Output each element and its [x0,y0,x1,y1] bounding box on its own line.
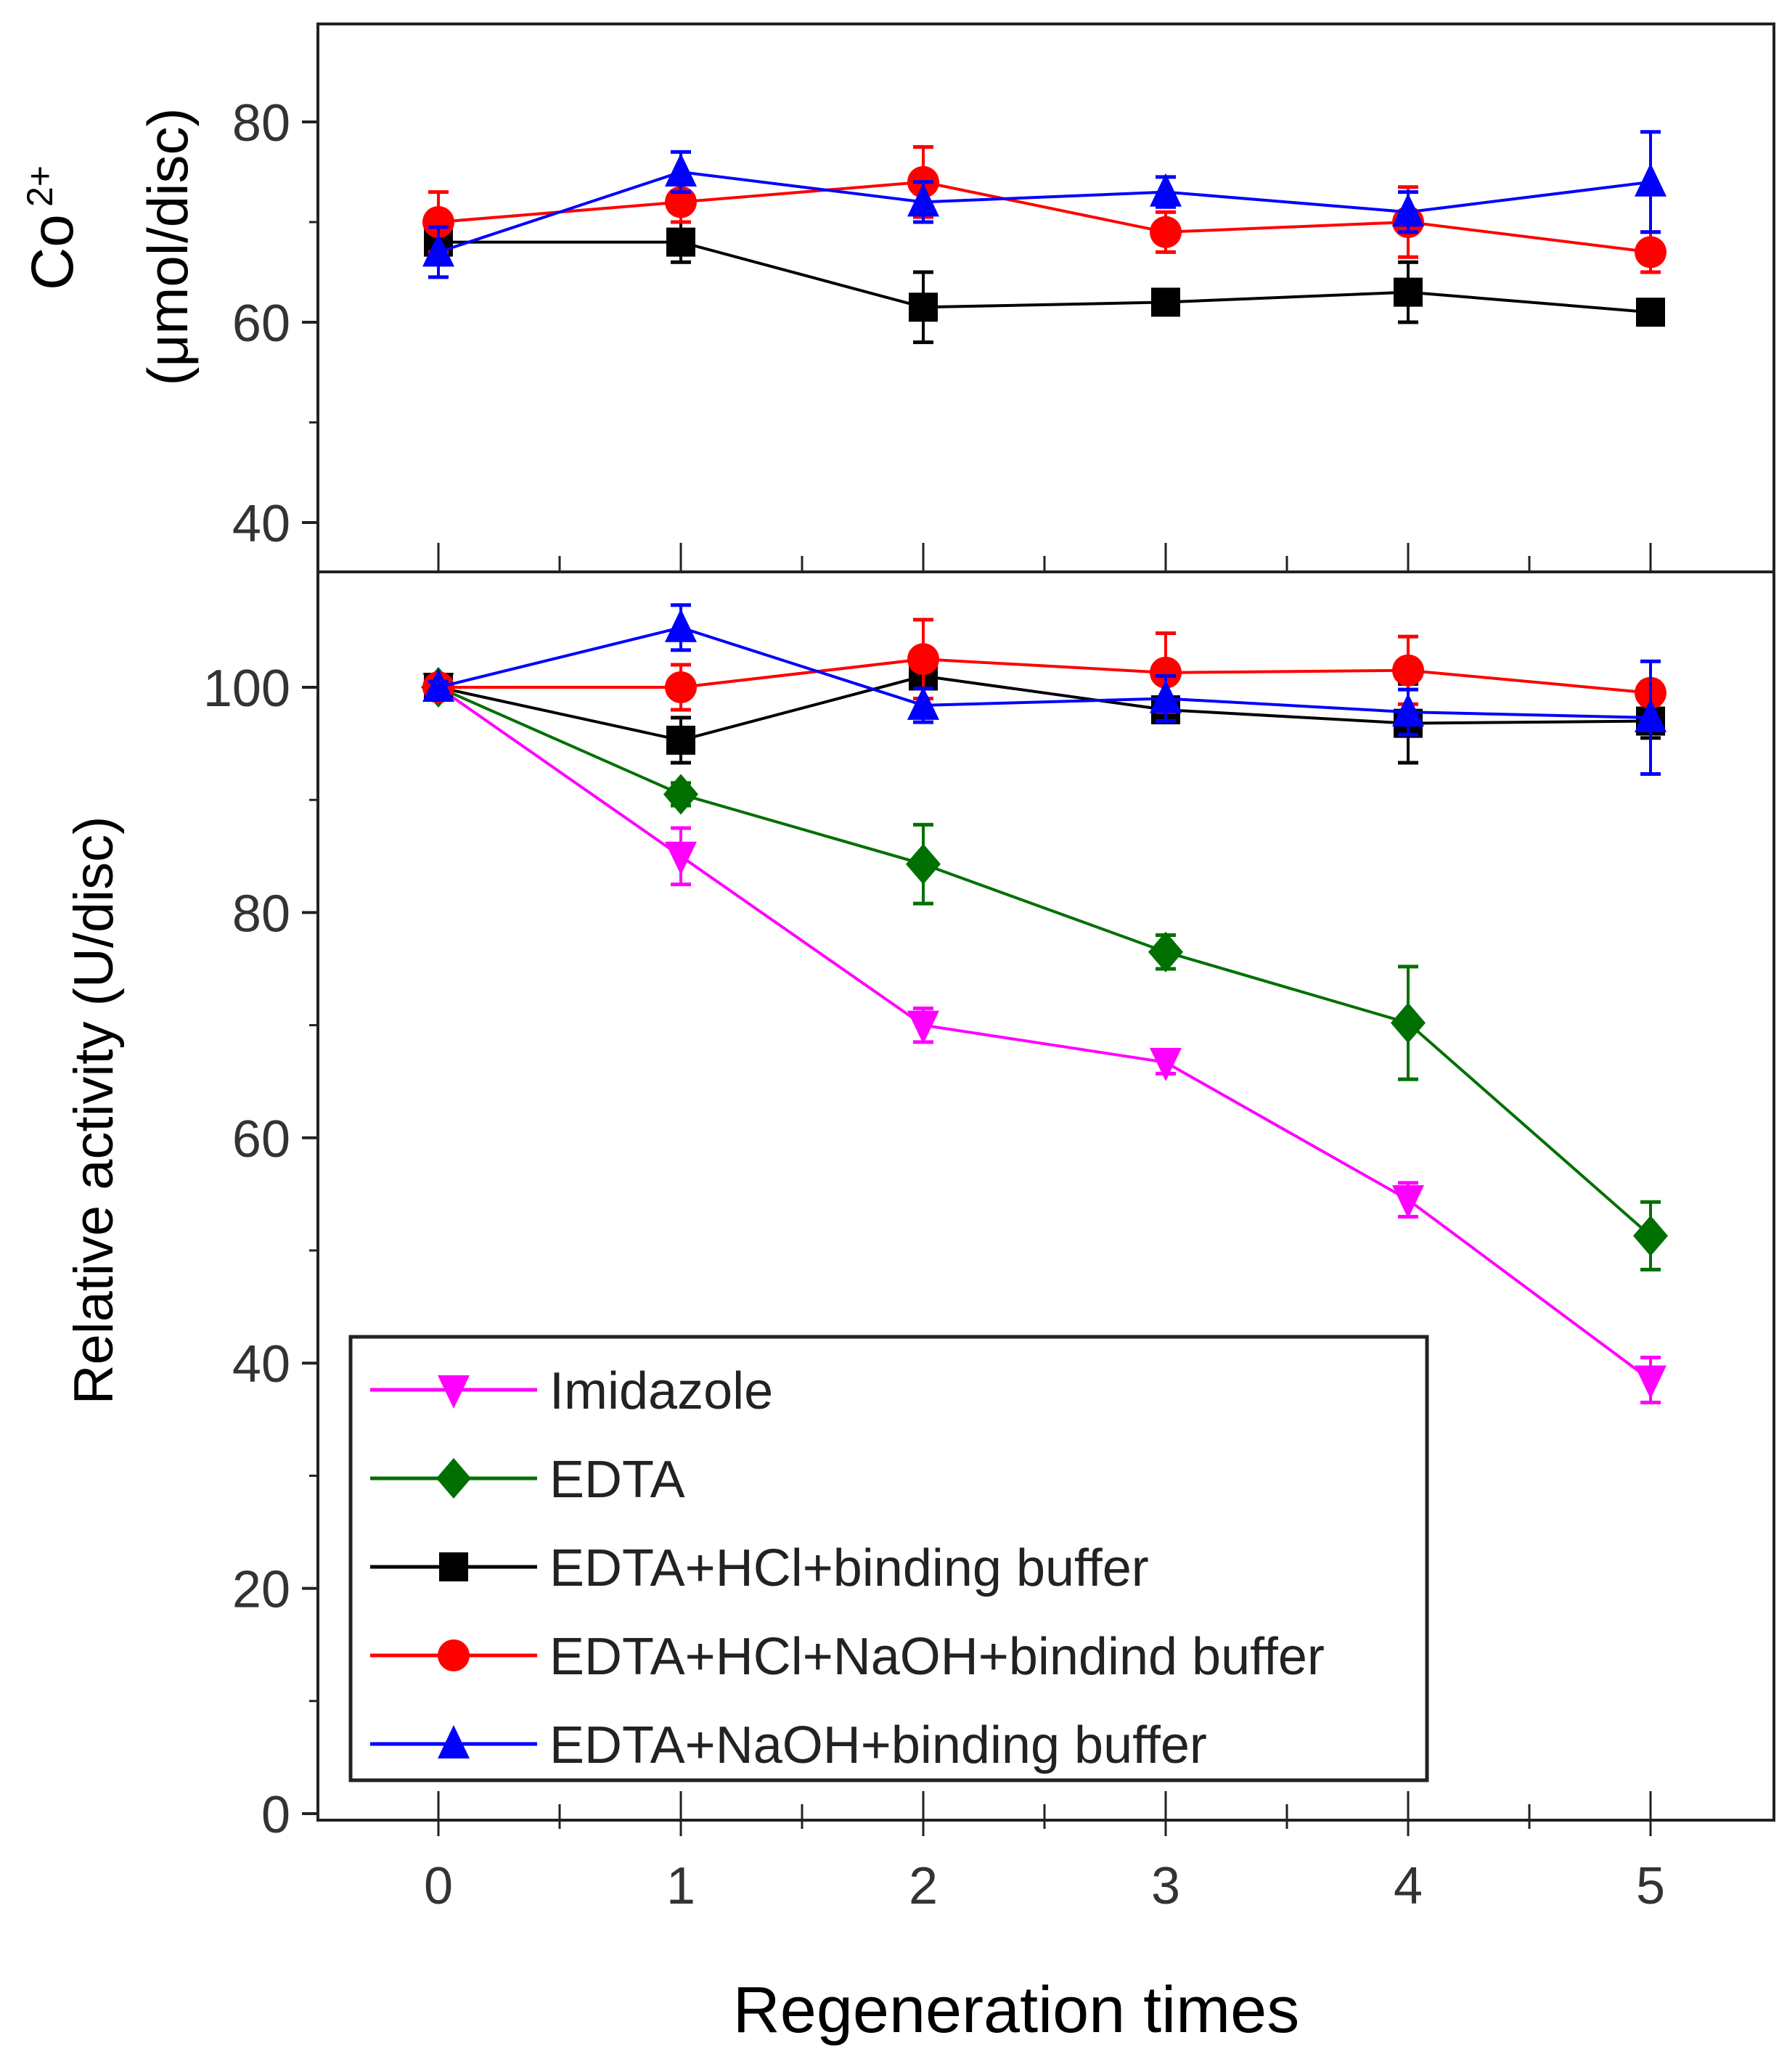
data-point [909,292,938,322]
legend-box [348,1335,1429,1782]
data-point [907,1010,939,1044]
series-line [437,686,1652,1382]
top-panel: 40 60 80 [232,22,1775,573]
series-edta-naoh-binding-buffer [422,603,1667,777]
y-tick-label: 80 [232,885,290,943]
series-line [438,686,1652,1237]
legend-item: Imidazole [370,1362,773,1420]
data-point [422,668,454,702]
y-tick-label: 40 [232,495,290,553]
y-tick-label: 60 [232,1110,290,1168]
data-point [1150,216,1182,248]
data-point [1151,287,1180,317]
y-tick-label: 60 [232,295,290,353]
legend-label: EDTA [549,1451,685,1509]
x-tick-label: 0 [424,1857,453,1915]
data-point [1391,1002,1426,1044]
data-point [1636,298,1665,327]
x-tick-label: 4 [1394,1857,1423,1915]
legend-label: EDTA+HCl+binding buffer [549,1539,1149,1597]
data-point [422,206,454,238]
data-point [907,686,939,720]
series-edta-naoh-binding-buffer [422,130,1667,279]
series-edta [421,667,1668,1272]
data-point [907,183,939,217]
x-tick-label: 2 [909,1857,938,1915]
data-point [1633,1215,1668,1256]
data-point [665,153,697,187]
x-tick-label: 1 [666,1857,695,1915]
plot-frame [316,570,1775,1822]
data-point [663,774,698,815]
data-point [1392,1185,1424,1219]
data-point [665,841,697,875]
data-point [666,227,695,257]
legend-label: Imidazole [549,1362,773,1420]
top-ylabel-co: Co [20,214,86,290]
x-tick-label: 3 [1151,1857,1180,1915]
legend-item: EDTA+NaOH+binding buffer [370,1716,1207,1774]
legend-marker [438,1375,470,1409]
legend-item: EDTA+HCl+binding buffer [370,1539,1149,1597]
x-tick-label: 5 [1636,1857,1665,1915]
legend-item: EDTA+HCl+NaOH+bindind buffer [370,1628,1325,1686]
data-point [1150,1047,1182,1081]
series-line [438,658,1651,695]
data-point [1150,679,1182,713]
data-point [422,233,454,267]
series-edta-hcl-naoh-bindind-buffer [422,618,1667,714]
y-tick-label: 100 [203,660,290,718]
plot-frame [316,22,1775,573]
series-edta-hcl-binding-buffer [424,220,1665,345]
data-point [1392,654,1424,687]
data-point [665,186,697,218]
legend-marker [436,1458,471,1499]
y-tick-label: 40 [232,1335,290,1393]
data-point [1392,693,1424,727]
data-point [1635,236,1667,269]
data-point [1635,1365,1667,1399]
legend-label: EDTA+NaOH+binding buffer [549,1716,1207,1774]
data-point [665,608,697,642]
series-line [438,240,1651,314]
data-point [1394,277,1423,307]
legend-item: EDTA [370,1451,685,1509]
data-point [1150,656,1182,689]
legend-marker [439,1552,468,1581]
bottom-panel: 0 20 40 60 80 100 0 1 2 3 4 5 Imidazole EDTA EDTA+HCl+… [203,570,1775,1915]
series-imidazole [422,673,1667,1405]
data-point [1148,931,1183,972]
series-line [438,626,1651,719]
data-point [666,725,695,755]
series-line [438,180,1651,254]
data-point [1150,173,1182,207]
y-tick-label: 80 [232,94,290,152]
series-line [438,170,1651,254]
x-axis-title: Regeneration times [733,1974,1299,2047]
y-tick-label: 0 [261,1786,290,1844]
data-point [1392,193,1424,227]
legend: Imidazole EDTA EDTA+HCl+binding buffer EDTA… [348,1335,1429,1782]
top-ylabel-unit: (μmol/disc) [136,108,200,386]
series-edta-hcl-naoh-bindind-buffer [422,145,1667,274]
legend-marker [438,1725,470,1758]
legend-marker [438,1639,470,1671]
series-line [438,674,1651,742]
data-point [665,671,697,703]
top-ylabel-sup: 2+ [20,165,60,207]
data-point [1635,163,1667,197]
data-point [906,843,941,885]
series-edta-hcl-binding-buffer [424,651,1665,765]
data-point [1635,698,1667,732]
bottom-ylabel: Relative activity (U/disc) [63,816,125,1405]
data-point [907,643,939,676]
legend-label: EDTA+HCl+NaOH+bindind buffer [549,1628,1325,1686]
y-tick-label: 20 [232,1561,290,1619]
